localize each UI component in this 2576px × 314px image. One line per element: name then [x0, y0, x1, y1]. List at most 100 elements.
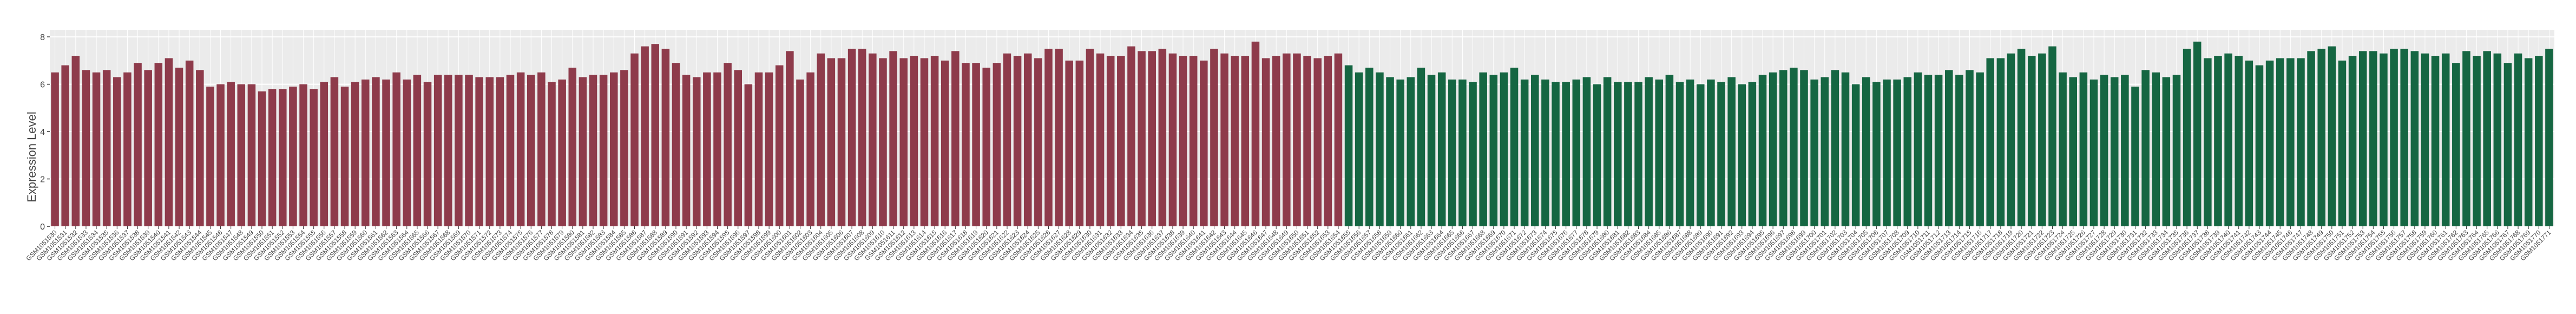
bar [879, 58, 887, 226]
bar [724, 63, 732, 226]
bar [2348, 56, 2357, 227]
bar [1376, 72, 1384, 226]
bar [2400, 48, 2408, 227]
bar [1831, 70, 1839, 226]
bar [2317, 48, 2325, 227]
bar [2307, 51, 2315, 226]
bar [1261, 58, 1270, 226]
bar [2079, 72, 2088, 226]
bar [754, 72, 763, 226]
bar [713, 72, 721, 226]
bar [2338, 60, 2347, 227]
bar [869, 53, 877, 227]
bar [1903, 77, 1912, 226]
bar [537, 72, 546, 226]
bar [1313, 58, 1322, 226]
bar [1779, 70, 1788, 226]
bar [1665, 75, 1674, 227]
bar [279, 89, 287, 226]
bar [1769, 72, 1777, 226]
bar [1645, 77, 1653, 226]
bar [930, 56, 939, 227]
bar [858, 48, 866, 227]
bar [1603, 77, 1612, 226]
bar [1851, 84, 1860, 226]
bar [703, 72, 711, 226]
bar [527, 75, 535, 227]
bar [1552, 82, 1560, 227]
bar [1168, 53, 1177, 227]
bar [1355, 72, 1363, 226]
bar [102, 70, 111, 226]
bar [1200, 60, 1208, 227]
bar [796, 79, 804, 226]
bar [1231, 56, 1239, 227]
bar [1283, 53, 1291, 227]
y-tick-label: 0 [40, 223, 45, 232]
bar [1334, 53, 1343, 227]
bar [641, 46, 649, 227]
bar [1800, 70, 1808, 226]
bar [2027, 56, 2036, 227]
bar [1634, 82, 1642, 227]
bar [362, 79, 370, 226]
bar [2380, 53, 2388, 227]
bar [1717, 82, 1725, 227]
bar [1407, 77, 1415, 226]
bar [993, 63, 1001, 226]
bar [1272, 56, 1280, 227]
bar [1614, 82, 1622, 227]
bar [1986, 58, 1995, 226]
bar [609, 72, 618, 226]
bar [92, 72, 101, 226]
bar [558, 79, 566, 226]
y-axis-title: Expression Level [25, 112, 38, 202]
bar [2214, 56, 2222, 227]
bar [1386, 77, 1394, 226]
bar [196, 70, 204, 226]
bar [1727, 77, 1736, 226]
bar [1158, 48, 1167, 227]
bar [1044, 48, 1053, 227]
y-tick-label: 8 [40, 33, 45, 42]
bar [1655, 79, 1664, 226]
bar [630, 53, 639, 227]
bar [837, 58, 846, 226]
bar [1127, 46, 1135, 227]
bar [2473, 56, 2481, 227]
bar [1148, 51, 1156, 226]
bar [1944, 70, 1953, 226]
bar [299, 84, 307, 226]
bar [682, 75, 691, 227]
bar [289, 86, 297, 226]
bar [579, 77, 587, 226]
bar [1189, 56, 1198, 227]
bar [1531, 75, 1539, 227]
bar [2089, 79, 2098, 226]
bar [2286, 58, 2295, 226]
bar [2452, 63, 2460, 226]
bar [413, 75, 422, 227]
bar [889, 51, 897, 226]
bar [1675, 82, 1684, 227]
bar [1003, 53, 1011, 227]
bar [786, 51, 794, 226]
bar [268, 89, 277, 226]
bar [2328, 46, 2336, 227]
bar [982, 67, 990, 227]
bar [175, 67, 183, 227]
bar [227, 82, 235, 227]
bar [2110, 77, 2119, 226]
bar [330, 77, 339, 226]
bar [1138, 51, 1146, 226]
bar [1562, 82, 1570, 227]
bar [154, 63, 163, 226]
bar [1055, 48, 1063, 227]
bar [1106, 56, 1115, 227]
bar [1251, 41, 1260, 227]
bar [941, 60, 949, 227]
bar [144, 70, 152, 226]
bar [1489, 75, 1498, 227]
bar [320, 82, 328, 227]
bar [1096, 53, 1105, 227]
